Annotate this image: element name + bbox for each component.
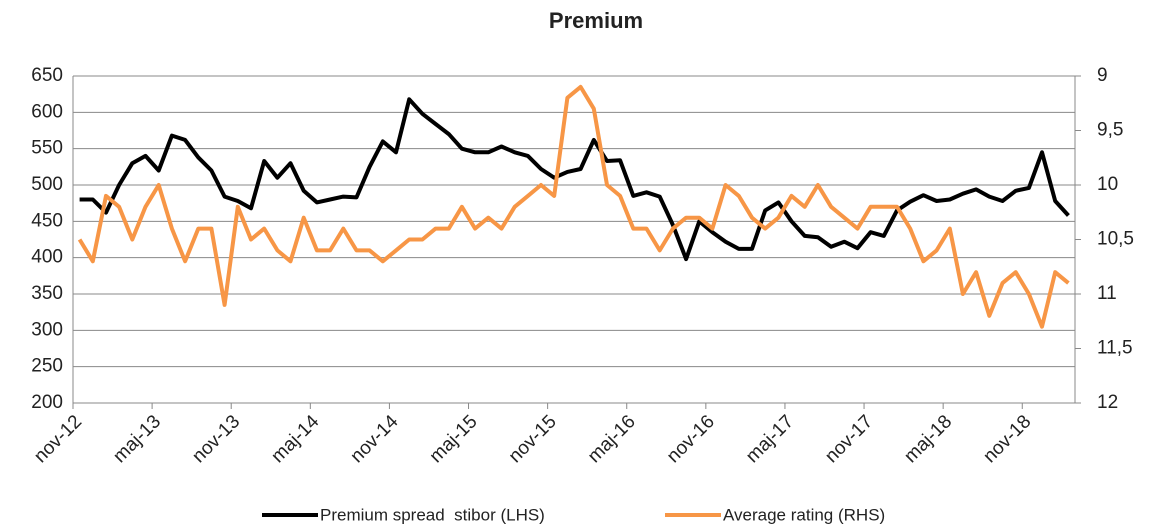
x-tick-label: nov-18 — [979, 411, 1035, 467]
y-tick-label: 300 — [31, 319, 63, 340]
x-tick-label: maj-15 — [426, 411, 482, 467]
legend-label: Premium spread stibor (LHS) — [320, 505, 545, 524]
x-tick-label: nov-12 — [30, 411, 86, 467]
y-tick-label: 450 — [31, 210, 63, 231]
x-tick-label: nov-16 — [663, 411, 719, 467]
y2-tick-label: 10 — [1097, 174, 1118, 195]
series-line — [77, 84, 1070, 329]
y2-tick-label: 11,5 — [1097, 338, 1133, 359]
y2-tick-label: 10,5 — [1097, 229, 1134, 250]
y-tick-label: 350 — [31, 283, 63, 304]
y2-tick-label: 9,5 — [1097, 120, 1123, 141]
x-tick-label: maj-17 — [742, 411, 798, 467]
x-tick-label: maj-13 — [109, 411, 165, 467]
series-line — [79, 97, 1070, 262]
y-tick-label: 500 — [31, 174, 63, 195]
x-tick-label: maj-16 — [584, 411, 640, 467]
y-tick-label: 650 — [31, 65, 63, 86]
x-tick-label: nov-13 — [188, 411, 244, 467]
legend-label: Average rating (RHS) — [723, 505, 885, 524]
x-tick-label: nov-15 — [505, 411, 561, 467]
y-tick-label: 200 — [31, 392, 63, 413]
y-tick-label: 250 — [31, 356, 63, 377]
y2-tick-label: 11 — [1097, 283, 1117, 304]
x-tick-label: nov-17 — [821, 411, 877, 467]
y-tick-label: 600 — [31, 101, 63, 122]
x-tick-label: maj-18 — [900, 411, 956, 467]
y-tick-label: 550 — [31, 138, 63, 159]
y-tick-label: 400 — [31, 247, 63, 268]
chart-title: Premium — [549, 8, 643, 33]
y2-tick-label: 12 — [1097, 392, 1118, 413]
y2-tick-label: 9 — [1097, 65, 1108, 86]
x-tick-label: nov-14 — [347, 411, 403, 467]
x-tick-label: maj-14 — [267, 411, 323, 467]
